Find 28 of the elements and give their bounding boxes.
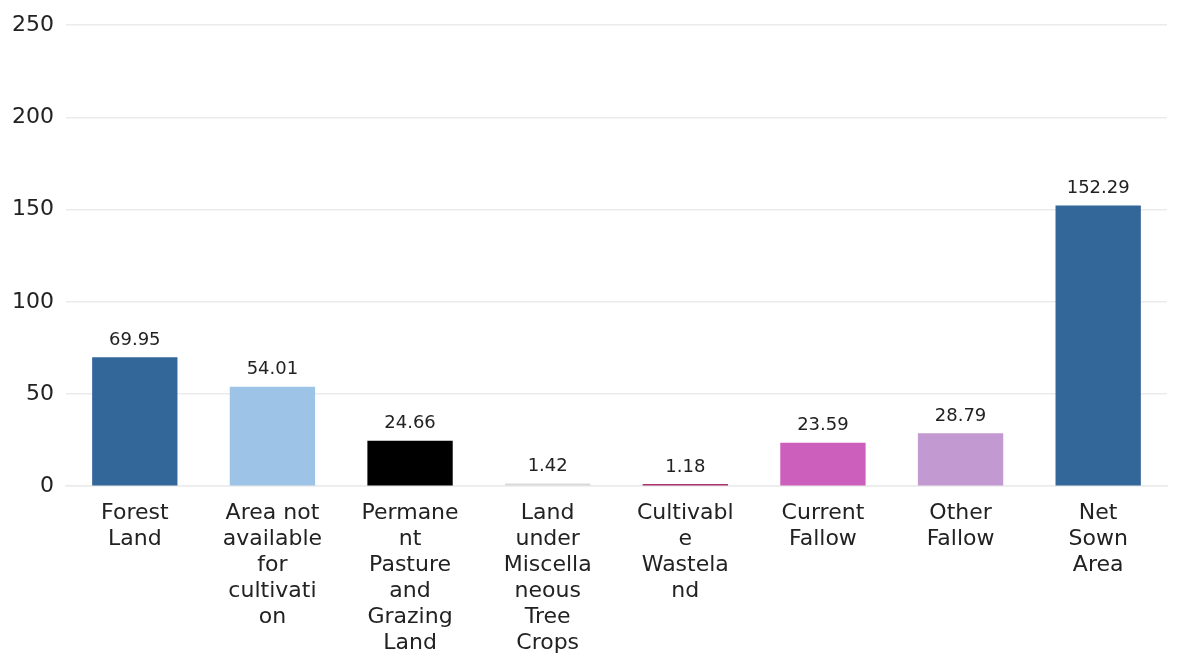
x-tick-label: Current Fallow <box>781 498 865 550</box>
x-tick-label: Permanent Pasture and Grazing Land <box>361 498 459 654</box>
data-label: 1.42 <box>527 454 568 476</box>
y-tick-label: 150 <box>11 195 54 221</box>
y-tick-label: 0 <box>39 471 54 497</box>
x-tick-label: Other Fallow <box>926 498 995 550</box>
bar <box>780 442 866 486</box>
bar <box>229 386 316 486</box>
y-tick-label: 50 <box>25 379 54 405</box>
data-label: 54.01 <box>246 357 299 379</box>
data-label: 69.95 <box>109 327 161 349</box>
bar <box>92 357 178 486</box>
data-label: 1.18 <box>665 454 706 476</box>
data-label: 23.59 <box>797 413 849 435</box>
x-tick-label: Net Sown Area <box>1068 498 1128 576</box>
y-tick-label: 250 <box>11 10 54 36</box>
x-tick-label: Area not available for cultivation <box>222 498 323 628</box>
data-label: 24.66 <box>384 411 436 433</box>
bar <box>917 433 1004 486</box>
data-label: 28.79 <box>934 403 987 425</box>
x-tick-label: Cultivable Wasteland <box>636 498 734 602</box>
y-tick-label: 100 <box>11 287 54 313</box>
bar <box>367 440 453 486</box>
y-tick-label: 200 <box>11 103 54 129</box>
x-tick-label: Land under Miscellaneous Tree Crops <box>503 498 592 654</box>
data-label: 152.29 <box>1066 176 1130 198</box>
x-tick-label: Forest Land <box>101 498 169 550</box>
bar <box>1055 205 1141 486</box>
